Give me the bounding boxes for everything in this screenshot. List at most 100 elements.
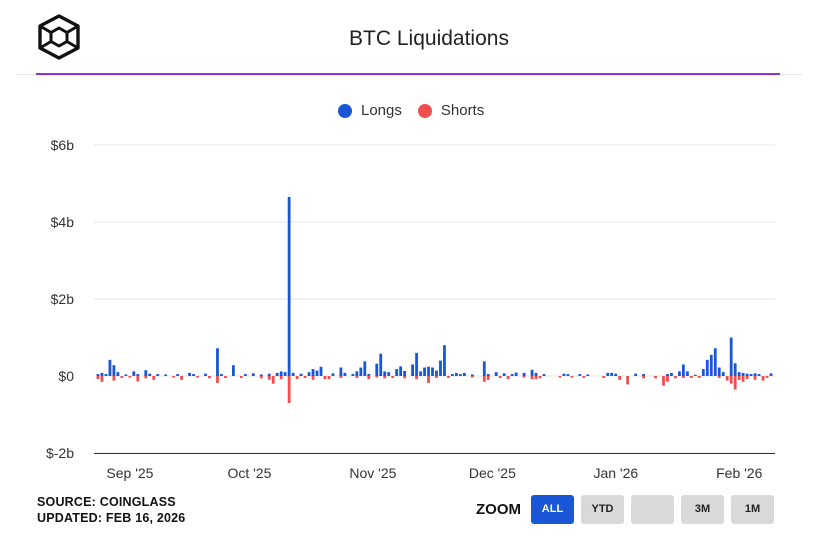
longs-bar — [682, 364, 685, 376]
shorts-bar — [323, 376, 327, 380]
longs-bar — [729, 337, 733, 376]
shorts-bar — [435, 376, 438, 378]
x-tick-label: Feb '26 — [716, 465, 762, 481]
shorts-bar — [403, 376, 407, 379]
longs-bar — [482, 361, 486, 376]
zoom-all-button[interactable]: ALL — [531, 494, 574, 524]
longs-bar — [721, 372, 725, 376]
longs-bar — [586, 374, 590, 376]
shorts-bar — [689, 376, 693, 378]
chart-legend: Longs Shorts — [338, 102, 500, 119]
longs-bar — [642, 374, 645, 376]
shorts-bar — [216, 376, 219, 383]
shorts-bar — [136, 376, 140, 382]
longs-bar — [514, 372, 518, 376]
longs-bar — [685, 371, 689, 376]
longs-bar — [188, 372, 191, 376]
longs-bar — [634, 373, 638, 376]
longs-bar — [319, 366, 323, 376]
shorts-bar — [534, 376, 538, 380]
x-tick-label: Dec '25 — [469, 465, 516, 481]
shorts-bar — [383, 376, 387, 379]
zoom-blank-button[interactable] — [631, 494, 674, 524]
shorts-bar — [427, 376, 430, 383]
liquidations-bar-chart: $-2b $0 $2b $4b $6b Sep '25 Oct '25 Nov '25 Dec … — [46, 137, 775, 481]
longs-bar — [610, 372, 614, 376]
longs-bar — [399, 366, 403, 376]
shorts-bar — [506, 376, 510, 380]
longs-bar — [231, 365, 235, 376]
shorts-bar — [259, 376, 263, 379]
shorts-bar — [486, 376, 490, 380]
shorts-bar — [128, 376, 132, 378]
shorts-bar — [733, 376, 737, 390]
shorts-bar — [761, 376, 765, 381]
shorts-bar — [208, 376, 211, 379]
longs-bar — [455, 372, 458, 376]
cube-logo-icon — [38, 14, 80, 60]
shorts-bar — [482, 376, 486, 382]
zoom-ytd-button[interactable]: YTD — [581, 494, 624, 524]
longs-bar — [116, 372, 120, 376]
longs-bar — [315, 370, 319, 376]
longs-bar — [403, 370, 407, 376]
shorts-bar — [626, 376, 630, 385]
shorts-bar — [224, 376, 227, 378]
longs-bar — [419, 371, 422, 376]
legend-item-longs[interactable]: Longs — [338, 102, 402, 119]
shorts-bar — [271, 376, 275, 384]
shorts-bar — [470, 376, 474, 378]
shorts-bar — [662, 376, 665, 386]
shorts-bar — [375, 376, 379, 378]
longs-bar — [251, 373, 255, 376]
shorts-bar — [311, 376, 315, 380]
y-tick-label: $6b — [51, 137, 75, 153]
source-text: SOURCE: COINGLASS — [37, 495, 176, 509]
shorts-bar — [682, 376, 685, 378]
longs-bar — [176, 374, 180, 376]
longs-bar — [124, 374, 128, 376]
shorts-bar — [753, 376, 757, 380]
y-tick-label: $4b — [51, 214, 75, 230]
longs-bar — [451, 374, 454, 376]
longs-bar — [339, 367, 343, 376]
shorts-bar — [737, 376, 741, 380]
shorts-bar — [267, 376, 271, 380]
shorts-bar — [239, 376, 243, 378]
y-tick-label: $-2b — [46, 445, 74, 461]
longs-bar — [717, 367, 721, 376]
longs-bar — [259, 374, 263, 376]
longs-bar — [267, 373, 271, 376]
zoom-1m-button[interactable]: 1M — [731, 494, 774, 524]
x-tick-label: Jan '26 — [593, 465, 638, 481]
longs-bar — [670, 372, 673, 376]
longs-bar — [355, 371, 359, 376]
longs-bar — [291, 372, 295, 376]
longs-bar — [287, 196, 291, 376]
shorts-bar — [602, 376, 606, 378]
legend-item-shorts[interactable]: Shorts — [417, 102, 484, 119]
longs-bar — [367, 374, 371, 376]
shorts-bar — [674, 376, 677, 379]
longs-bar — [216, 348, 219, 376]
legend-label-longs: Longs — [361, 102, 402, 119]
longs-bar — [343, 372, 347, 376]
zoom-3m-button[interactable]: 3M — [681, 494, 724, 524]
legend-marker-longs — [338, 103, 352, 118]
longs-bar — [351, 374, 355, 376]
shorts-bar — [415, 376, 418, 380]
longs-bar — [283, 372, 287, 376]
longs-bar — [243, 374, 247, 376]
longs-bar — [439, 360, 442, 376]
longs-bar — [737, 372, 741, 376]
shorts-bar — [717, 376, 721, 378]
longs-bar — [701, 369, 705, 376]
legend-marker-shorts — [417, 103, 432, 118]
longs-bar — [562, 373, 566, 376]
longs-bar — [148, 373, 152, 376]
shorts-bar — [367, 376, 371, 380]
y-tick-label: $2b — [51, 291, 75, 307]
longs-bar — [769, 373, 773, 376]
shorts-bar — [327, 376, 331, 380]
shorts-bar — [172, 376, 176, 378]
